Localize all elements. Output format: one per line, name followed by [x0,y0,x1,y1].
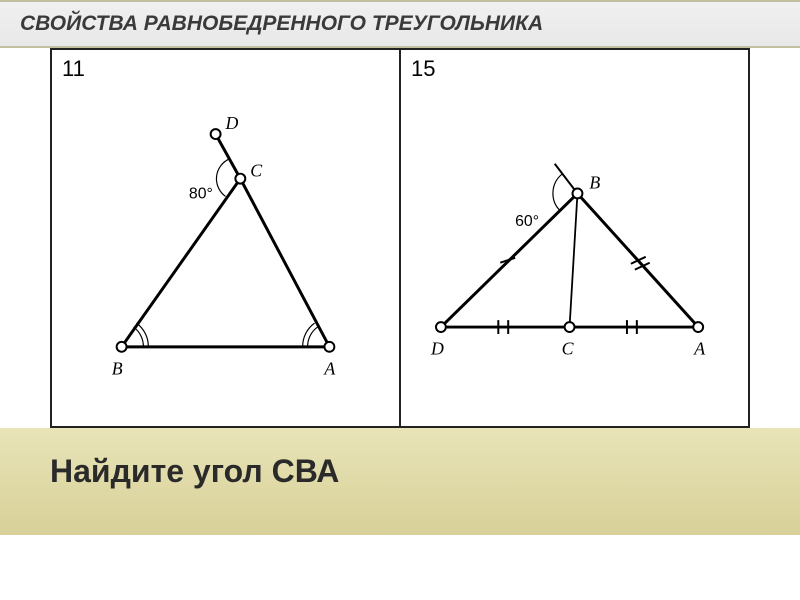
panel-11-label: 11 [62,56,85,82]
panel-15: 15 D A B C 60° [400,48,750,428]
label-A: A [693,339,705,359]
label-D: D [224,113,238,133]
point-C [565,322,575,332]
arc-B-2 [136,323,148,347]
point-A [324,342,334,352]
point-B [117,342,127,352]
angle-60: 60° [515,213,539,230]
label-D: D [430,339,444,359]
line-BC [122,179,241,347]
diagram-11: B A C D 80° [52,50,399,426]
arc-angle-60 [553,174,563,212]
line-BC [570,193,578,327]
line-AC [240,179,329,347]
line-CD [216,134,241,179]
angle-80: 80° [189,185,213,202]
arc-A-2 [303,323,315,347]
question-bar: Найдите угол СВА [0,428,800,535]
label-C: C [250,161,263,181]
diagram-15: D A B C 60° [401,50,748,426]
label-B: B [589,173,600,193]
arc-angle-80 [216,159,229,197]
point-D [436,322,446,332]
label-B: B [112,359,123,379]
page-title: СВОЙСТВА РАВНОБЕДРЕННОГО ТРЕУГОЛЬНИКА [20,12,543,35]
panel-15-label: 15 [411,56,435,82]
arc-A-1 [308,327,318,347]
label-A: A [323,359,335,379]
point-B [573,189,583,199]
diagram-container: 11 B A C D 80° 15 [50,48,750,428]
point-C [235,174,245,184]
label-C: C [562,339,575,359]
point-A [693,322,703,332]
question-text: Найдите угол СВА [50,453,339,489]
panel-11: 11 B A C D 80° [50,48,400,428]
point-D [211,129,221,139]
title-bar: СВОЙСТВА РАВНОБЕДРЕННОГО ТРЕУГОЛЬНИКА [0,0,800,48]
